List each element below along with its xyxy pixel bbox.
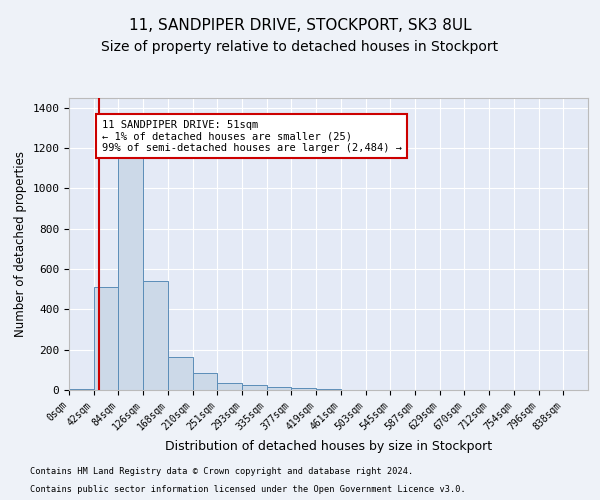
Bar (69, 389, 94, 390)
Bar (267, 387, 292, 390)
Bar (193, 373, 217, 390)
Text: Contains public sector information licensed under the Open Government Licence v3: Contains public sector information licen… (30, 484, 466, 494)
Bar (118, 150, 143, 390)
Text: Size of property relative to detached houses in Stockport: Size of property relative to detached ho… (101, 40, 499, 54)
Bar (143, 281, 168, 390)
Bar (94, 287, 118, 390)
Text: 11, SANDPIPER DRIVE, STOCKPORT, SK3 8UL: 11, SANDPIPER DRIVE, STOCKPORT, SK3 8UL (128, 18, 472, 32)
Bar (292, 388, 316, 390)
Bar (217, 383, 242, 390)
Bar (242, 385, 267, 390)
X-axis label: Distribution of detached houses by size in Stockport: Distribution of detached houses by size … (165, 440, 492, 453)
Bar (168, 356, 193, 390)
Text: 11 SANDPIPER DRIVE: 51sqm
← 1% of detached houses are smaller (25)
99% of semi-d: 11 SANDPIPER DRIVE: 51sqm ← 1% of detach… (101, 120, 401, 153)
Y-axis label: Number of detached properties: Number of detached properties (14, 151, 27, 337)
Bar (316, 389, 341, 390)
Text: Contains HM Land Registry data © Crown copyright and database right 2024.: Contains HM Land Registry data © Crown c… (30, 467, 413, 476)
